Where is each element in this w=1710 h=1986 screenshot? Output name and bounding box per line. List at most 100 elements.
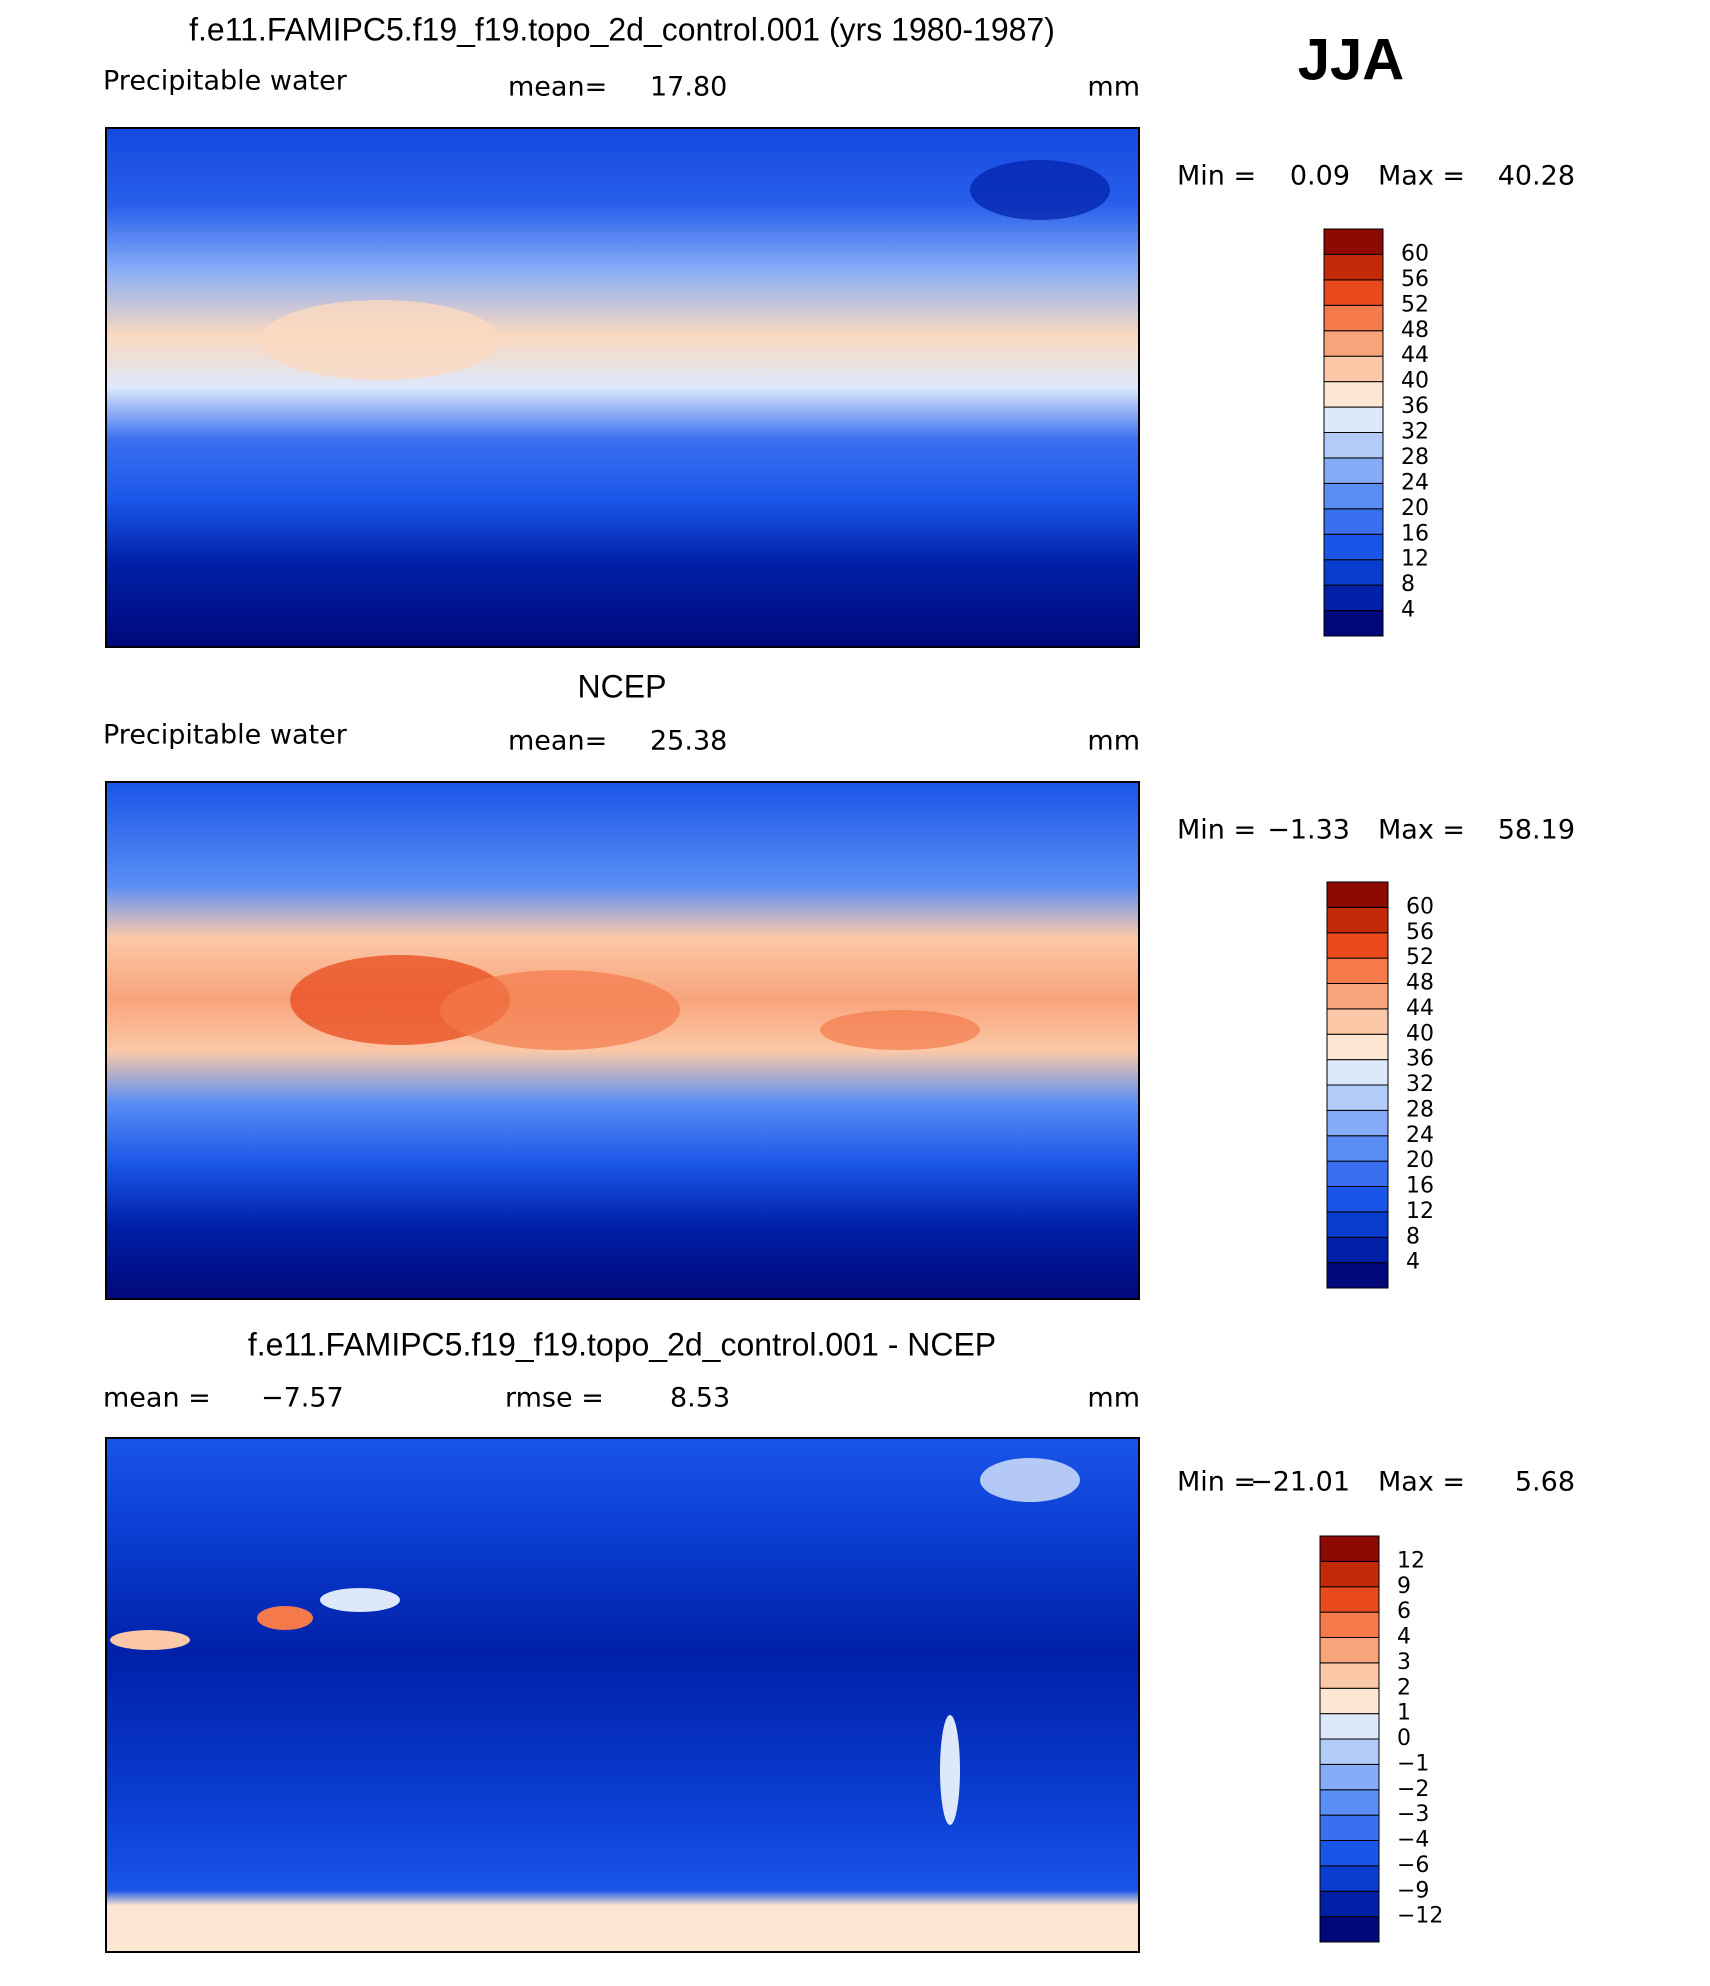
- map-feature: [260, 300, 500, 380]
- colorbar-label: 48: [1406, 971, 1434, 996]
- colorbar-box: [1326, 1109, 1389, 1137]
- colorbar-box: [1323, 584, 1384, 612]
- mean-value: 17.80: [650, 72, 727, 103]
- max-value: 58.19: [1498, 815, 1575, 846]
- colorbar-label: −2: [1397, 1777, 1429, 1802]
- map-feature: [320, 1588, 400, 1612]
- map-feature: [940, 1715, 960, 1825]
- max-label: Max =: [1378, 815, 1465, 846]
- colorbar-box: [1326, 932, 1389, 959]
- colorbar-box: [1326, 1211, 1389, 1238]
- colorbar-box: [1319, 1890, 1380, 1918]
- season-label: JJA: [1298, 27, 1404, 92]
- colorbar-label: 28: [1406, 1097, 1434, 1122]
- colorbar-label: 12: [1401, 547, 1429, 572]
- max-value: 5.68: [1515, 1467, 1575, 1498]
- colorbar-label: 48: [1401, 318, 1429, 343]
- colorbar-label: 16: [1406, 1174, 1434, 1199]
- colorbar-label: 36: [1406, 1047, 1434, 1072]
- colorbar-box: [1319, 1865, 1380, 1892]
- colorbar-box: [1323, 381, 1384, 408]
- colorbar-box: [1326, 1135, 1389, 1162]
- colorbar-box: [1326, 1236, 1389, 1264]
- rmse-label: rmse =: [505, 1383, 604, 1414]
- min-value: −21.01: [1250, 1467, 1350, 1498]
- colorbar-box: [1326, 906, 1389, 934]
- colorbar-label: 20: [1406, 1148, 1434, 1173]
- colorbar-label: 32: [1401, 420, 1429, 445]
- colorbar-box: [1323, 279, 1384, 306]
- colorbar-box: [1326, 1160, 1389, 1187]
- colorbar-box: [1323, 508, 1384, 535]
- map-frame: [105, 127, 1140, 648]
- colorbar-box: [1319, 1535, 1380, 1562]
- min-label: Min =: [1177, 161, 1256, 192]
- colorbar-label: 3: [1397, 1650, 1411, 1675]
- panel-title: f.e11.FAMIPC5.f19_f19.topo_2d_control.00…: [189, 11, 1055, 47]
- colorbar-box: [1323, 228, 1384, 255]
- colorbar-label: 20: [1401, 496, 1429, 521]
- colorbar-label: 1: [1397, 1701, 1411, 1726]
- colorbar-label: −9: [1397, 1878, 1429, 1903]
- colorbar-label: −4: [1397, 1828, 1429, 1853]
- colorbar-box: [1319, 1662, 1380, 1689]
- mean-label: mean =: [103, 1383, 211, 1414]
- mean-label: mean=: [508, 72, 607, 103]
- max-value: 40.28: [1498, 161, 1575, 192]
- colorbar-label: 12: [1406, 1199, 1434, 1224]
- colorbar-box: [1326, 1186, 1389, 1213]
- colorbar-label: 56: [1406, 920, 1434, 945]
- colorbar-label: 2: [1397, 1675, 1411, 1700]
- colorbar-label: 40: [1401, 369, 1429, 394]
- colorbar-box: [1319, 1789, 1380, 1816]
- colorbar-box: [1326, 1008, 1389, 1035]
- colorbar-box: [1323, 457, 1384, 484]
- colorbar-label: 16: [1401, 521, 1429, 546]
- colorbar-box: [1326, 1084, 1389, 1111]
- colorbar-label: 52: [1401, 292, 1429, 317]
- colorbar-box: [1323, 253, 1384, 281]
- colorbar-label: 4: [1406, 1250, 1420, 1275]
- colorbar-label: 9: [1397, 1574, 1411, 1599]
- map-feature: [257, 1606, 313, 1630]
- colorbar-box: [1323, 559, 1384, 586]
- colorbar-box: [1319, 1814, 1380, 1841]
- min-value: −1.33: [1267, 815, 1350, 846]
- colorbar-label: 12: [1397, 1548, 1425, 1573]
- colorbar-label: −1: [1397, 1751, 1429, 1776]
- map-field: [106, 1438, 1139, 1952]
- colorbar-box: [1326, 881, 1389, 908]
- mean-value: 25.38: [650, 726, 727, 757]
- map-feature: [110, 1630, 190, 1650]
- colorbar-box: [1319, 1840, 1380, 1867]
- colorbar-box: [1323, 355, 1384, 383]
- colorbar-box: [1319, 1763, 1380, 1791]
- variable-name: Precipitable water: [103, 66, 348, 97]
- variable-name: Precipitable water: [103, 720, 348, 751]
- map-feature: [970, 160, 1110, 220]
- colorbar-box: [1326, 1262, 1389, 1289]
- colorbar-label: 60: [1406, 894, 1434, 919]
- units: mm: [1087, 72, 1140, 103]
- colorbar-label: −6: [1397, 1853, 1429, 1878]
- colorbar-box: [1319, 1738, 1380, 1765]
- map-feature: [440, 970, 680, 1050]
- colorbar-box: [1326, 957, 1389, 984]
- colorbar-box: [1326, 1059, 1389, 1086]
- colorbar-box: [1319, 1560, 1380, 1588]
- min-label: Min =: [1177, 815, 1256, 846]
- colorbar-label: 28: [1401, 445, 1429, 470]
- units: mm: [1087, 1383, 1140, 1414]
- rmse-value: 8.53: [670, 1383, 730, 1414]
- colorbar-label: 8: [1401, 572, 1415, 597]
- colorbar-label: 44: [1401, 343, 1429, 368]
- max-label: Max =: [1378, 161, 1465, 192]
- min-label: Min =: [1177, 1467, 1256, 1498]
- panel-title: NCEP: [578, 668, 667, 704]
- colorbar-label: 4: [1397, 1625, 1411, 1650]
- colorbar-label: 8: [1406, 1224, 1420, 1249]
- colorbar-box: [1323, 304, 1384, 332]
- colorbar-label: 24: [1401, 470, 1429, 495]
- colorbar-label: 4: [1401, 598, 1415, 623]
- colorbar-box: [1323, 533, 1384, 561]
